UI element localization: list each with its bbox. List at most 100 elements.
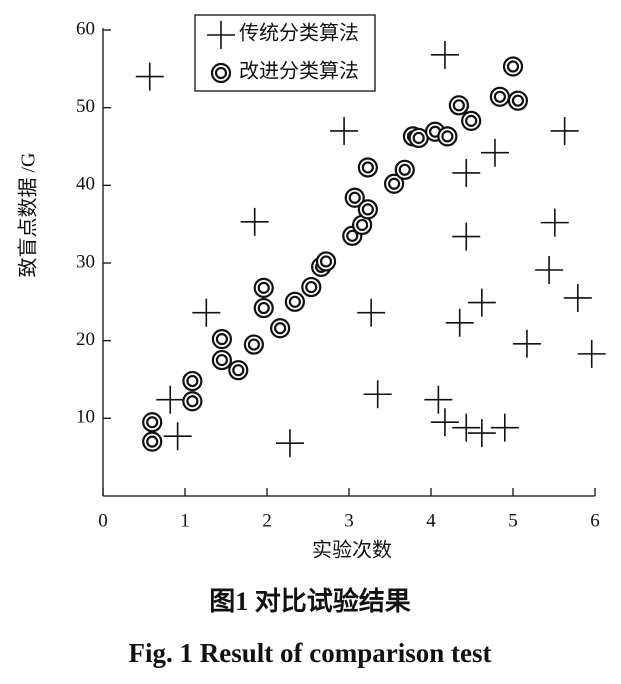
plus-shape [430, 40, 459, 69]
inner-ring [465, 114, 478, 127]
inner-ring [288, 295, 301, 308]
circle-marker [253, 277, 274, 298]
plus-marker [156, 385, 185, 414]
circle-marker [228, 360, 249, 381]
plus-marker [330, 116, 359, 145]
circle-marker [142, 431, 163, 452]
circle-marker [243, 334, 264, 355]
plus-marker [512, 329, 541, 358]
circle-marker [270, 318, 291, 339]
inner-ring [274, 322, 287, 335]
y-axis-label: 致盲点数据 /G [17, 153, 40, 278]
inner-ring [319, 255, 333, 268]
circle-marker [352, 214, 373, 236]
plus-shape [445, 308, 474, 337]
caption: 图1 对比试验结果 [209, 586, 411, 616]
plus-marker [135, 62, 164, 91]
circle-marker [502, 56, 524, 77]
plus-shape [550, 116, 579, 145]
inner-ring [388, 177, 401, 190]
plus-shape [207, 21, 235, 49]
caption-en: Fig. 1 Result of comparison test [129, 638, 492, 668]
inner-ring [398, 163, 411, 176]
plus-marker [357, 298, 386, 327]
inner-ring [356, 218, 369, 232]
inner-ring [452, 99, 465, 112]
plus-shape [452, 222, 481, 251]
circle-marker [253, 297, 274, 319]
plus-shape [275, 429, 304, 458]
legend-label: 传统分类算法 [239, 22, 359, 45]
plus-marker [535, 255, 564, 284]
circle-marker [142, 412, 163, 433]
plus-marker [163, 422, 192, 451]
plus-marker [540, 208, 569, 237]
inner-ring [146, 435, 159, 448]
plus-shape [156, 385, 185, 414]
circle-marker [182, 370, 203, 392]
plus-shape [363, 380, 392, 409]
circle-marker [394, 159, 415, 180]
plus-shape [563, 283, 592, 312]
plus-shape [430, 408, 459, 437]
inner-ring [257, 281, 270, 294]
inner-ring [186, 395, 199, 408]
circle-marker [507, 90, 529, 111]
plus-marker [430, 408, 459, 437]
plus-shape [540, 208, 569, 237]
plus-shape [467, 419, 496, 448]
inner-ring [305, 280, 318, 294]
circle-marker [357, 157, 378, 178]
circle-marker [211, 329, 232, 350]
plus-marker [577, 339, 606, 368]
plus-shape [330, 116, 359, 145]
x-tick-label: 0 [98, 510, 108, 531]
circle-marker [489, 86, 510, 107]
inner-ring [186, 374, 199, 388]
circle-marker [408, 127, 429, 149]
plus-shape [480, 138, 509, 167]
plus-marker [207, 21, 235, 49]
plus-shape [577, 339, 606, 368]
inner-ring [441, 130, 454, 143]
inner-ring [348, 191, 361, 204]
x-tick-label: 4 [426, 510, 436, 531]
inner-ring [346, 229, 359, 242]
plus-shape [490, 413, 519, 442]
circle-marker [211, 349, 232, 371]
circle-marker [344, 187, 365, 208]
x-axis-label: 实验次数 [312, 539, 392, 562]
inner-ring [247, 338, 260, 351]
x-tick-label: 5 [508, 510, 518, 531]
plus-shape [452, 158, 481, 187]
plus-marker [563, 283, 592, 312]
circle-marker [210, 62, 232, 84]
inner-ring [215, 353, 228, 367]
inner-ring [412, 131, 425, 145]
plus-marker [490, 413, 519, 442]
plus-marker [452, 222, 481, 251]
x-tick-label: 6 [590, 510, 600, 531]
y-tick-label: 60 [76, 18, 95, 39]
inner-ring [215, 333, 228, 346]
y-tick-label: 30 [76, 251, 95, 272]
y-tick-label: 10 [76, 407, 95, 428]
inner-ring [361, 203, 374, 216]
plus-marker [363, 380, 392, 409]
circle-marker [448, 95, 469, 116]
plus-marker [452, 413, 481, 442]
inner-ring [511, 94, 525, 107]
circle-marker [315, 251, 337, 272]
inner-ring [232, 364, 245, 377]
plus-marker [275, 429, 304, 458]
plus-marker [467, 288, 496, 317]
plus-shape [192, 298, 221, 327]
plus-shape [424, 385, 453, 414]
plus-marker [480, 138, 509, 167]
plus-marker [430, 40, 459, 69]
circle-marker [284, 291, 305, 312]
plus-shape [535, 255, 564, 284]
inner-ring [361, 161, 374, 174]
plus-shape [512, 329, 541, 358]
